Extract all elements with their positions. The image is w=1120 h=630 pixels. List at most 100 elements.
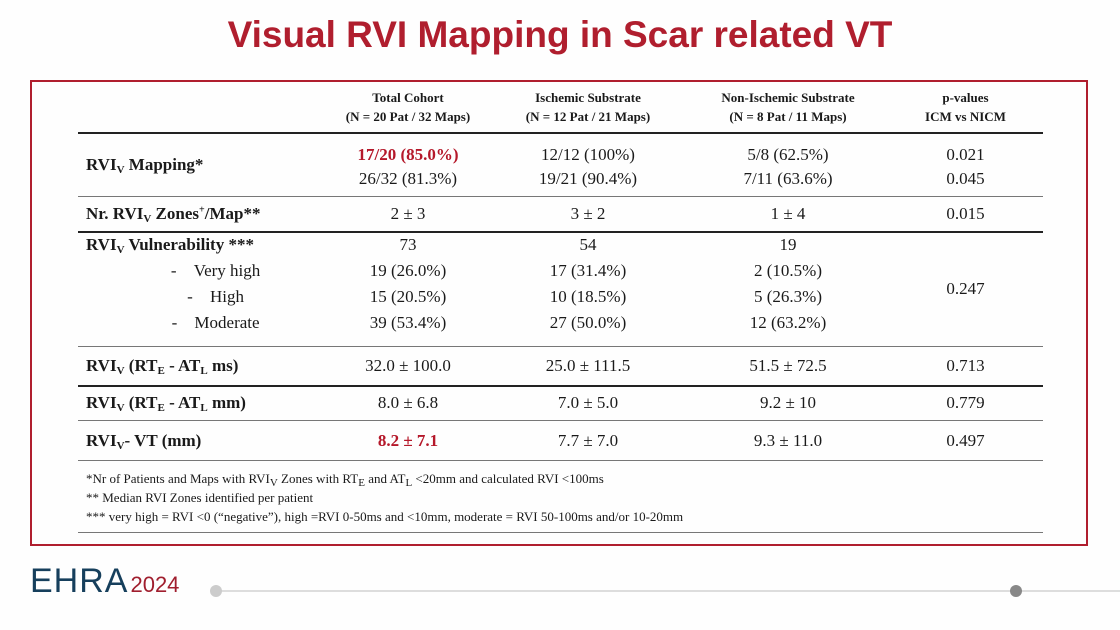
text-segment: ** Median RVI Zones identified per patie…: [86, 490, 314, 505]
results-table: Total Cohort (N = 20 Pat / 32 Maps) Ische…: [78, 88, 1043, 533]
table-row-rvi-vt: RVIV- VT (mm) 8.2 ± 7.1 7.7 ± 7.0 9.3 ± …: [78, 421, 1043, 461]
header-total: Total Cohort (N = 20 Pat / 32 Maps): [328, 88, 488, 133]
text-segment: (RT: [124, 355, 158, 375]
text-segment: - AT: [164, 355, 201, 375]
cell: 2 (10.5%): [754, 260, 822, 280]
text-segment: and AT: [364, 471, 406, 486]
text-segment: V: [116, 364, 125, 377]
cell: 73: [399, 235, 417, 254]
footnote: *** very high = RVI <0 (“negative”), hig…: [86, 507, 1043, 526]
cell: 0.713: [946, 355, 985, 375]
text-segment: L: [405, 477, 413, 489]
text-segment: E: [358, 477, 365, 489]
text-segment: +: [199, 204, 205, 216]
table-row-zones: Nr. RVIV Zones+/Map** 2 ± 3 3 ± 2 1 ± 4 …: [78, 197, 1043, 232]
slide-title: Visual RVI Mapping in Scar related VT: [227, 14, 893, 55]
sub-label: High: [210, 286, 244, 306]
dash: -: [170, 260, 177, 280]
cell: 0.021: [946, 145, 985, 165]
text-segment: RVI: [86, 430, 117, 450]
cell: 7.7 ± 7.0: [557, 430, 619, 450]
cell: 17/20 (85.0%): [357, 145, 459, 165]
cell: 54: [579, 235, 597, 254]
header-nonischemic: Non-Ischemic Substrate (N = 8 Pat / 11 Ma…: [688, 88, 888, 133]
header-line: Total Cohort: [372, 90, 444, 105]
text-segment: Vulnerability ***: [124, 235, 254, 254]
table-frame: [30, 80, 1088, 546]
header-line: ICM vs NICM: [925, 109, 1006, 124]
cell: 19: [779, 235, 797, 254]
text-segment: L: [200, 402, 208, 415]
text-segment: RVI: [86, 155, 117, 174]
text-segment: RVI: [86, 235, 117, 254]
text-segment: V: [116, 164, 125, 176]
text-segment: Nr. RVI: [86, 203, 144, 223]
text-segment: Zones with RT: [277, 471, 359, 486]
cell: 9.2 ± 10: [759, 393, 817, 413]
cell: 19/21 (90.4%): [538, 169, 638, 189]
row-label: - Very high: [78, 258, 328, 284]
cell: 0.247: [888, 231, 1043, 347]
text-segment: V: [143, 212, 152, 225]
footer-dot: [1010, 585, 1022, 597]
header-pvalues: p-values ICM vs NICM: [888, 88, 1043, 133]
text-segment: mm): [207, 393, 246, 413]
header-line: Non-Ischemic Substrate: [721, 90, 855, 105]
table-row-rvi-ms: RVIV (RTE - ATL ms) 32.0 ± 100.0 25.0 ± …: [78, 347, 1043, 386]
cell: 7.0 ± 5.0: [557, 393, 619, 413]
cell: 1 ± 4: [770, 203, 806, 223]
footnote: *Nr of Patients and Maps with RVIV Zones…: [86, 469, 1043, 489]
cell: 12/12 (100%): [541, 145, 635, 165]
header-line: Ischemic Substrate: [535, 90, 641, 105]
header-row: Total Cohort (N = 20 Pat / 32 Maps) Ische…: [78, 88, 1043, 133]
text-segment: ms): [207, 355, 239, 375]
footer-divider: [212, 590, 1120, 592]
cell: 2 ± 3: [390, 203, 426, 223]
header-line: (N = 8 Pat / 11 Maps): [729, 109, 847, 124]
text-segment: - VT (mm): [124, 430, 202, 450]
text-segment: V: [116, 402, 125, 415]
table-row-vulnerability: RVIV Vulnerability *** 73 54 19 0.247: [78, 231, 1043, 347]
text-segment: /Map**: [204, 203, 261, 223]
row-label: - High: [78, 284, 328, 310]
cell: 32.0 ± 100.0: [365, 355, 451, 375]
cell: 9.3 ± 11.0: [753, 430, 823, 450]
cell: 12 (63.2%): [749, 312, 827, 332]
table-row-high: - High 15 (20.5%) 10 (18.5%) 5 (26.3%): [78, 284, 1043, 310]
cell: 7/11 (63.6%): [743, 169, 833, 189]
header-line: (N = 20 Pat / 32 Maps): [345, 109, 471, 124]
row-label: RVIV Vulnerability ***: [78, 232, 328, 258]
table-row-rvi-mm: RVIV (RTE - ATL mm) 8.0 ± 6.8 7.0 ± 5.0 …: [78, 386, 1043, 421]
text-segment: E: [157, 364, 165, 377]
table-row-very-high: - Very high 19 (26.0%) 17 (31.4%) 2 (10.5…: [78, 258, 1043, 284]
header-line: p-values: [942, 90, 989, 105]
row-label: Nr. RVIV Zones+/Map**: [78, 197, 328, 232]
cell: 8.0 ± 6.8: [377, 393, 439, 413]
footnotes: *Nr of Patients and Maps with RVIV Zones…: [78, 461, 1043, 533]
footnote: ** Median RVI Zones identified per patie…: [86, 488, 1043, 507]
cell: 17 (31.4%): [549, 260, 627, 280]
text-segment: <20mm and calculated RVI <100ms: [412, 471, 604, 486]
cell: 0.015: [946, 203, 985, 223]
text-segment: *Nr of Patients and Maps with RVI: [86, 471, 270, 486]
cell: 26/32 (81.3%): [358, 169, 458, 189]
cell: 27 (50.0%): [549, 312, 627, 332]
ehra-logo: EHRA2024: [30, 562, 179, 601]
cell: 0.045: [946, 169, 985, 189]
text-segment: E: [157, 402, 165, 415]
dash: -: [171, 312, 178, 332]
text-segment: Mapping*: [124, 155, 204, 174]
text-segment: Zones: [151, 203, 200, 223]
table-row-mapping-maps: 26/32 (81.3%) 19/21 (90.4%) 7/11 (63.6%)…: [78, 166, 1043, 197]
row-label: - Moderate: [78, 310, 328, 347]
text-segment: V: [116, 244, 125, 256]
cell: 5/8 (62.5%): [747, 145, 829, 165]
header-line: (N = 12 Pat / 21 Maps): [525, 109, 651, 124]
cell: 8.2 ± 7.1: [377, 430, 439, 450]
cell: 25.0 ± 111.5: [545, 355, 631, 375]
text-segment: (RT: [124, 393, 158, 413]
sub-label: Very high: [193, 260, 261, 280]
cell: 0.497: [946, 430, 985, 450]
cell: 5 (26.3%): [754, 286, 822, 306]
sub-label: Moderate: [194, 312, 260, 332]
